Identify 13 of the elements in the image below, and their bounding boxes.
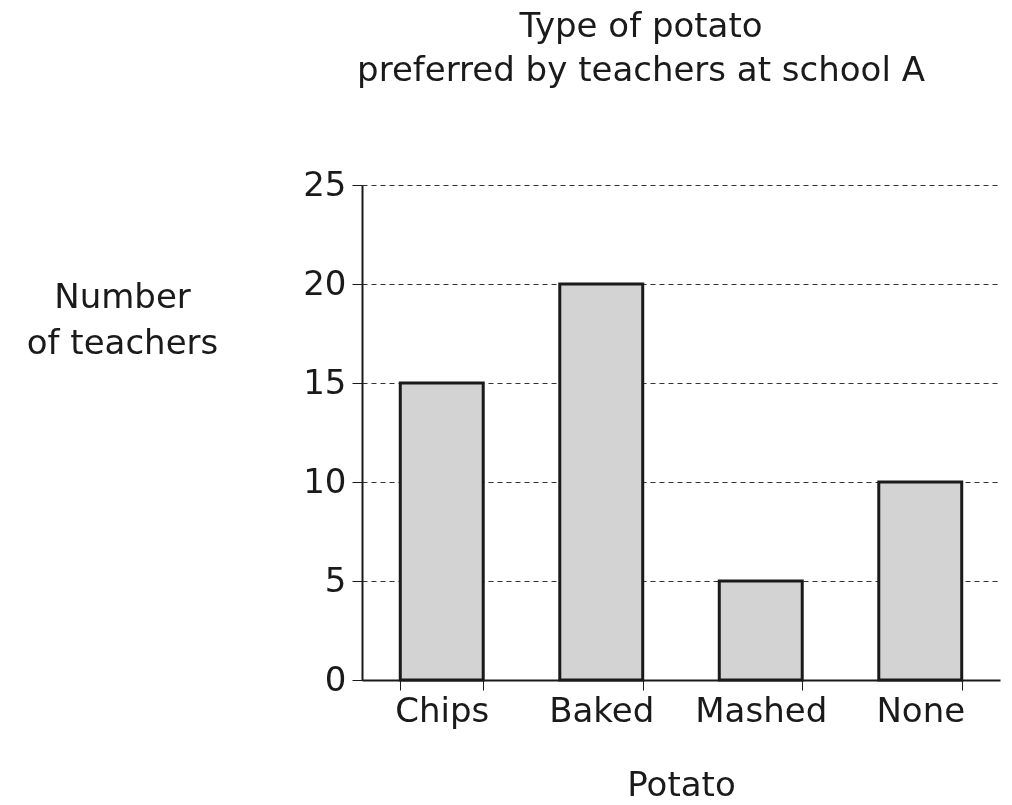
x-tick-label: Mashed (695, 689, 828, 730)
y-tick-label: 25 (303, 163, 347, 204)
y-tick-label: 5 (324, 559, 347, 600)
x-tick-label: None (876, 689, 966, 730)
y-tick-label: 15 (303, 361, 347, 402)
y-axis-title: Number of teachers (26, 275, 219, 362)
x-tick-label: Baked (549, 689, 655, 730)
y-tick-label: 20 (303, 262, 347, 303)
x-axis-title: Potato (627, 763, 736, 804)
chart-title: Type of potato preferred by teachers at school A (357, 5, 925, 89)
y-tick-label: 10 (303, 460, 347, 501)
y-tick-label: 0 (324, 658, 347, 699)
x-tick-label: Chips (395, 689, 490, 730)
